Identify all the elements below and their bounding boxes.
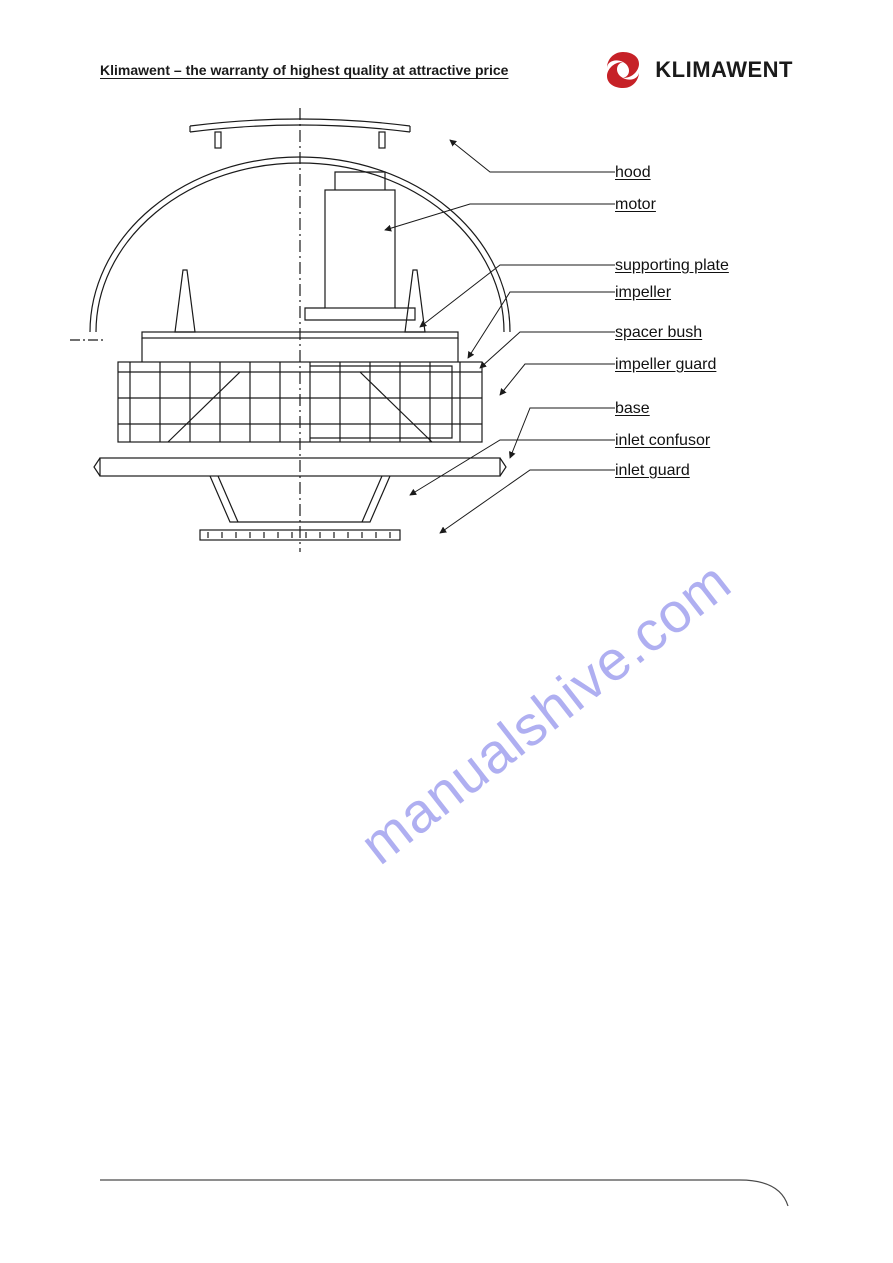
- footer-divider: [100, 1178, 790, 1208]
- callout-impeller: impeller: [615, 284, 671, 302]
- klimawent-swirl-icon: [601, 48, 645, 92]
- page-header: Klimawent – the warranty of highest qual…: [100, 48, 793, 92]
- callout-spacer_bush: spacer bush: [615, 324, 702, 342]
- callout-impeller_guard: impeller guard: [615, 356, 716, 374]
- callout-supporting_plate: supporting plate: [615, 257, 729, 275]
- watermark-text: manualshive.com: [348, 548, 743, 877]
- diagram-svg: [70, 100, 830, 570]
- fan-cross-section-diagram: hood motor supporting plate impeller spacer …: [70, 100, 830, 570]
- brand-logo: KLIMAWENT: [601, 48, 793, 92]
- callout-base: base: [615, 400, 650, 418]
- callout-inlet_confusor: inlet confusor: [615, 432, 710, 450]
- callout-hood: hood: [615, 164, 651, 182]
- callout-motor: motor: [615, 196, 656, 214]
- header-tagline: Klimawent – the warranty of highest qual…: [100, 62, 508, 78]
- callout-inlet_guard: inlet guard: [615, 462, 690, 480]
- brand-name: KLIMAWENT: [655, 57, 793, 83]
